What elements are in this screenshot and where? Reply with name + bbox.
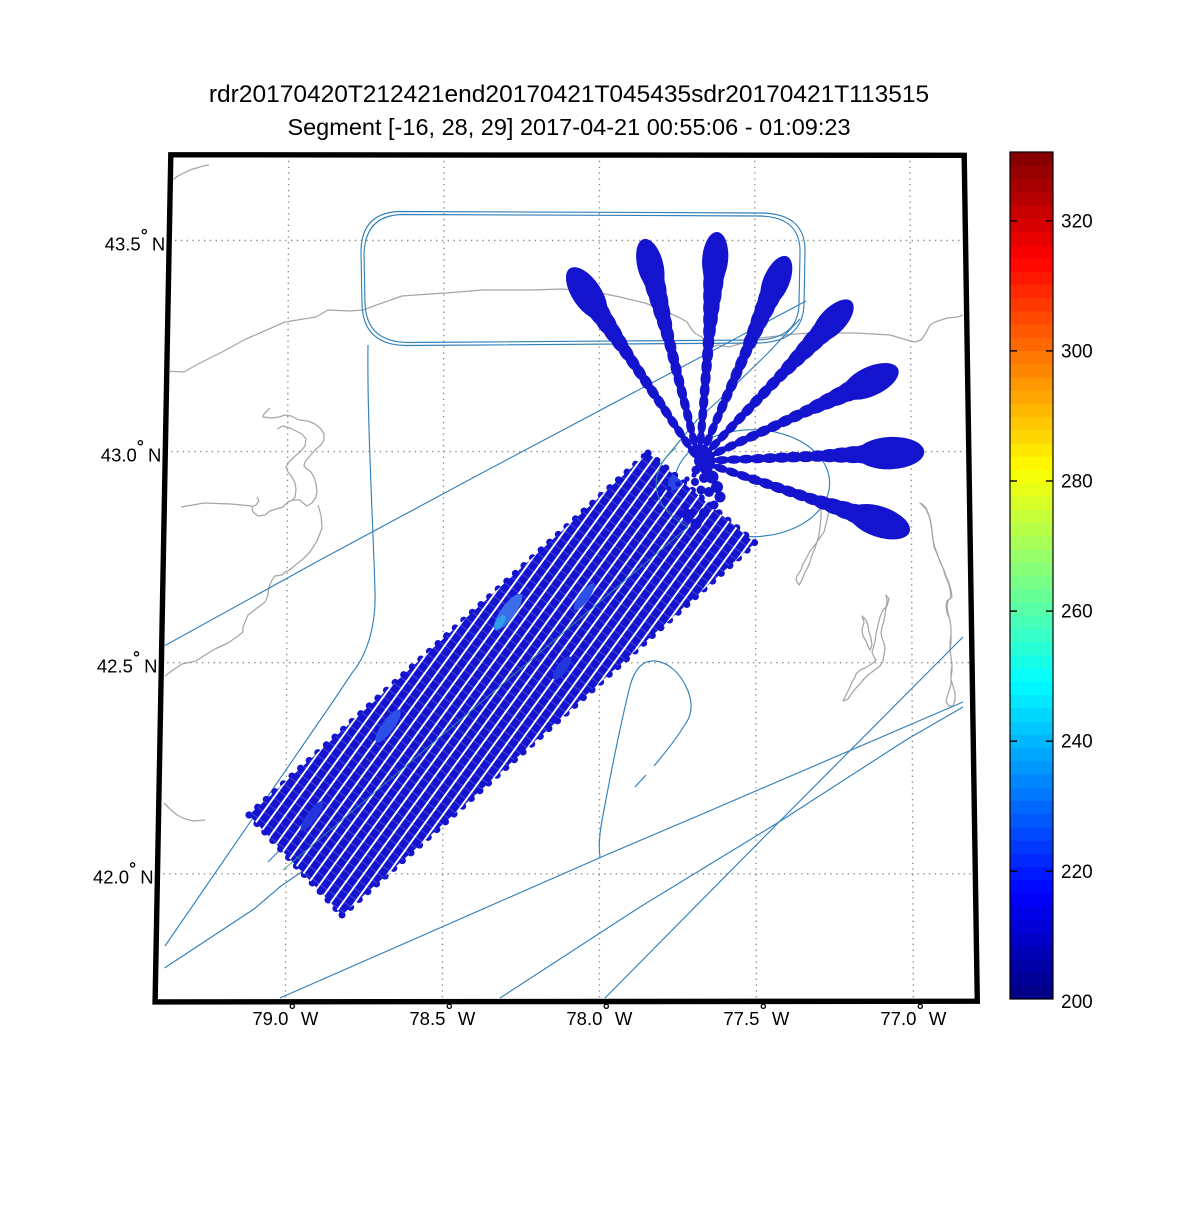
svg-text:300: 300: [1061, 341, 1093, 362]
svg-text:320: 320: [1061, 211, 1093, 232]
svg-text:280: 280: [1061, 472, 1093, 493]
svg-text:77.5: 77.5: [723, 1008, 759, 1029]
svg-text:rdr20170420T212421end20170421T: rdr20170420T212421end20170421T045435sdr2…: [209, 81, 929, 108]
svg-text:43.0: 43.0: [101, 444, 137, 465]
svg-text:78.5: 78.5: [409, 1008, 445, 1029]
svg-text:W: W: [301, 1008, 319, 1029]
svg-text:N: N: [152, 233, 165, 254]
svg-text:W: W: [458, 1008, 476, 1029]
svg-text:N: N: [144, 656, 157, 677]
svg-text:77.0: 77.0: [880, 1008, 916, 1029]
svg-text:N: N: [140, 867, 153, 888]
svg-text:N: N: [148, 444, 161, 465]
svg-text:200: 200: [1061, 992, 1093, 1013]
svg-text:42.0: 42.0: [93, 867, 129, 888]
svg-text:260: 260: [1061, 602, 1093, 623]
svg-text:42.5: 42.5: [97, 656, 133, 677]
svg-text:240: 240: [1061, 732, 1093, 753]
svg-text:43.5: 43.5: [105, 233, 141, 254]
svg-text:W: W: [772, 1008, 790, 1029]
svg-text:220: 220: [1061, 862, 1093, 883]
svg-text:W: W: [615, 1008, 633, 1029]
svg-text:78.0: 78.0: [566, 1008, 602, 1029]
svg-text:79.0: 79.0: [252, 1008, 288, 1029]
svg-text:W: W: [929, 1008, 947, 1029]
svg-text:Segment [-16, 28, 29] 2017-04-: Segment [-16, 28, 29] 2017-04-21 00:55:0…: [287, 114, 850, 140]
